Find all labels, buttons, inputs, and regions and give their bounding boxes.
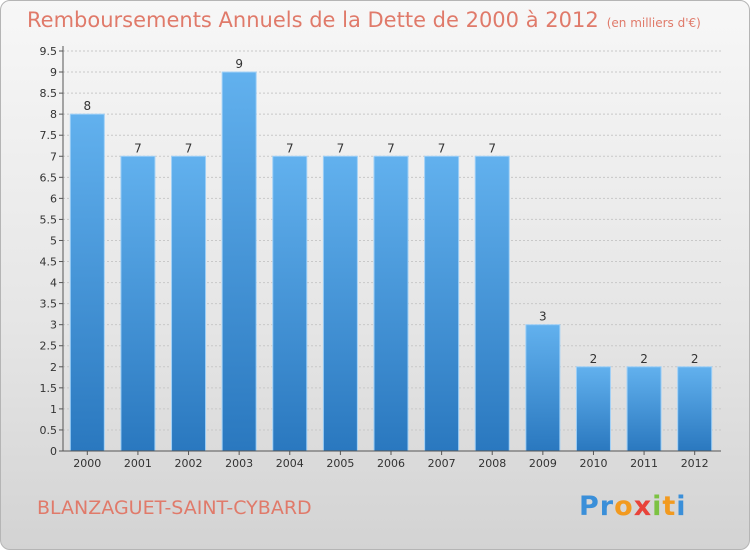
logo-letter: r [599, 491, 615, 522]
bar [677, 366, 713, 452]
data-label: 7 [488, 141, 496, 155]
data-label: 8 [83, 99, 91, 113]
y-tick-label: 8.5 [40, 87, 58, 100]
y-tick-label: 7.5 [40, 129, 58, 142]
data-label: 9 [235, 57, 243, 71]
bar [525, 324, 561, 452]
logo-letter: t [662, 491, 677, 522]
data-label: 7 [134, 141, 142, 155]
data-label: 7 [387, 141, 395, 155]
x-tick-label: 2000 [73, 457, 101, 470]
y-tick-label: 3.5 [40, 298, 58, 311]
logo-letter: i [676, 491, 687, 522]
chart-title-text: Remboursements Annuels de la Dette de 20… [27, 8, 599, 32]
bar [424, 155, 460, 452]
data-labels: 8 7 7 9 7 7 7 7 7 3 2 2 2 [83, 57, 698, 366]
y-tick-label: 4 [50, 277, 57, 290]
bar [474, 155, 510, 452]
y-tick-label: 9 [50, 66, 57, 79]
x-tick-label: 2001 [124, 457, 152, 470]
y-tick-label: 2.5 [40, 340, 58, 353]
bar [120, 155, 156, 452]
x-tick-label: 2004 [276, 457, 304, 470]
chart-subtitle: (en milliers d'€) [606, 16, 701, 30]
y-tick-label: 9.5 [40, 45, 58, 58]
bar [626, 366, 662, 452]
data-label: 7 [286, 141, 294, 155]
bar [69, 113, 105, 452]
bar [373, 155, 409, 452]
bars [69, 71, 713, 452]
proxiti-logo[interactable]: Proxiti [579, 491, 687, 522]
y-tick-label: 1 [50, 403, 57, 416]
data-label: 2 [640, 352, 648, 366]
x-tick-label: 2009 [529, 457, 557, 470]
x-tick-label: 2011 [630, 457, 658, 470]
bar [221, 71, 257, 452]
y-tick-label: 4.5 [40, 256, 58, 269]
x-tick-label: 2010 [579, 457, 607, 470]
y-tick-label: 0.5 [40, 424, 58, 437]
y-tick-label: 5.5 [40, 213, 58, 226]
data-label: 3 [539, 310, 547, 324]
y-tick-label: 5 [50, 234, 57, 247]
x-tick-label: 2005 [326, 457, 354, 470]
x-tick-label: 2012 [681, 457, 709, 470]
data-label: 2 [691, 352, 699, 366]
x-tick-label: 2002 [175, 457, 203, 470]
x-tick-label: 2003 [225, 457, 253, 470]
y-tick-label: 2 [50, 361, 57, 374]
data-label: 2 [590, 352, 598, 366]
commune-name: BLANZAGUET-SAINT-CYBARD [37, 497, 312, 519]
y-tick-label: 6.5 [40, 171, 58, 184]
y-tick-label: 1.5 [40, 382, 58, 395]
x-tick-label: 2007 [428, 457, 456, 470]
logo-letter: P [579, 491, 600, 522]
data-label: 7 [337, 141, 345, 155]
y-tick-label: 0 [50, 445, 57, 458]
data-label: 7 [438, 141, 446, 155]
chart-title: Remboursements Annuels de la Dette de 20… [27, 8, 701, 32]
bar [575, 366, 611, 452]
logo-letter: x [633, 491, 653, 522]
axes: 0 0.5 1 1.5 2 2.5 3 3.5 4 4.5 5 5.5 6 6.5 7 7.5 8 8.5 9 9.5… [40, 45, 721, 470]
y-tick-label: 7 [50, 150, 57, 163]
data-label: 7 [185, 141, 193, 155]
x-tick-label: 2008 [478, 457, 506, 470]
x-tick-label: 2006 [377, 457, 405, 470]
logo-letter: o [614, 491, 634, 522]
y-tick-label: 3 [50, 319, 57, 332]
logo-letter: i [652, 491, 663, 522]
y-tick-label: 8 [50, 108, 57, 121]
bar [322, 155, 358, 452]
y-tick-label: 6 [50, 192, 57, 205]
bar [272, 155, 308, 452]
bar [171, 155, 207, 452]
